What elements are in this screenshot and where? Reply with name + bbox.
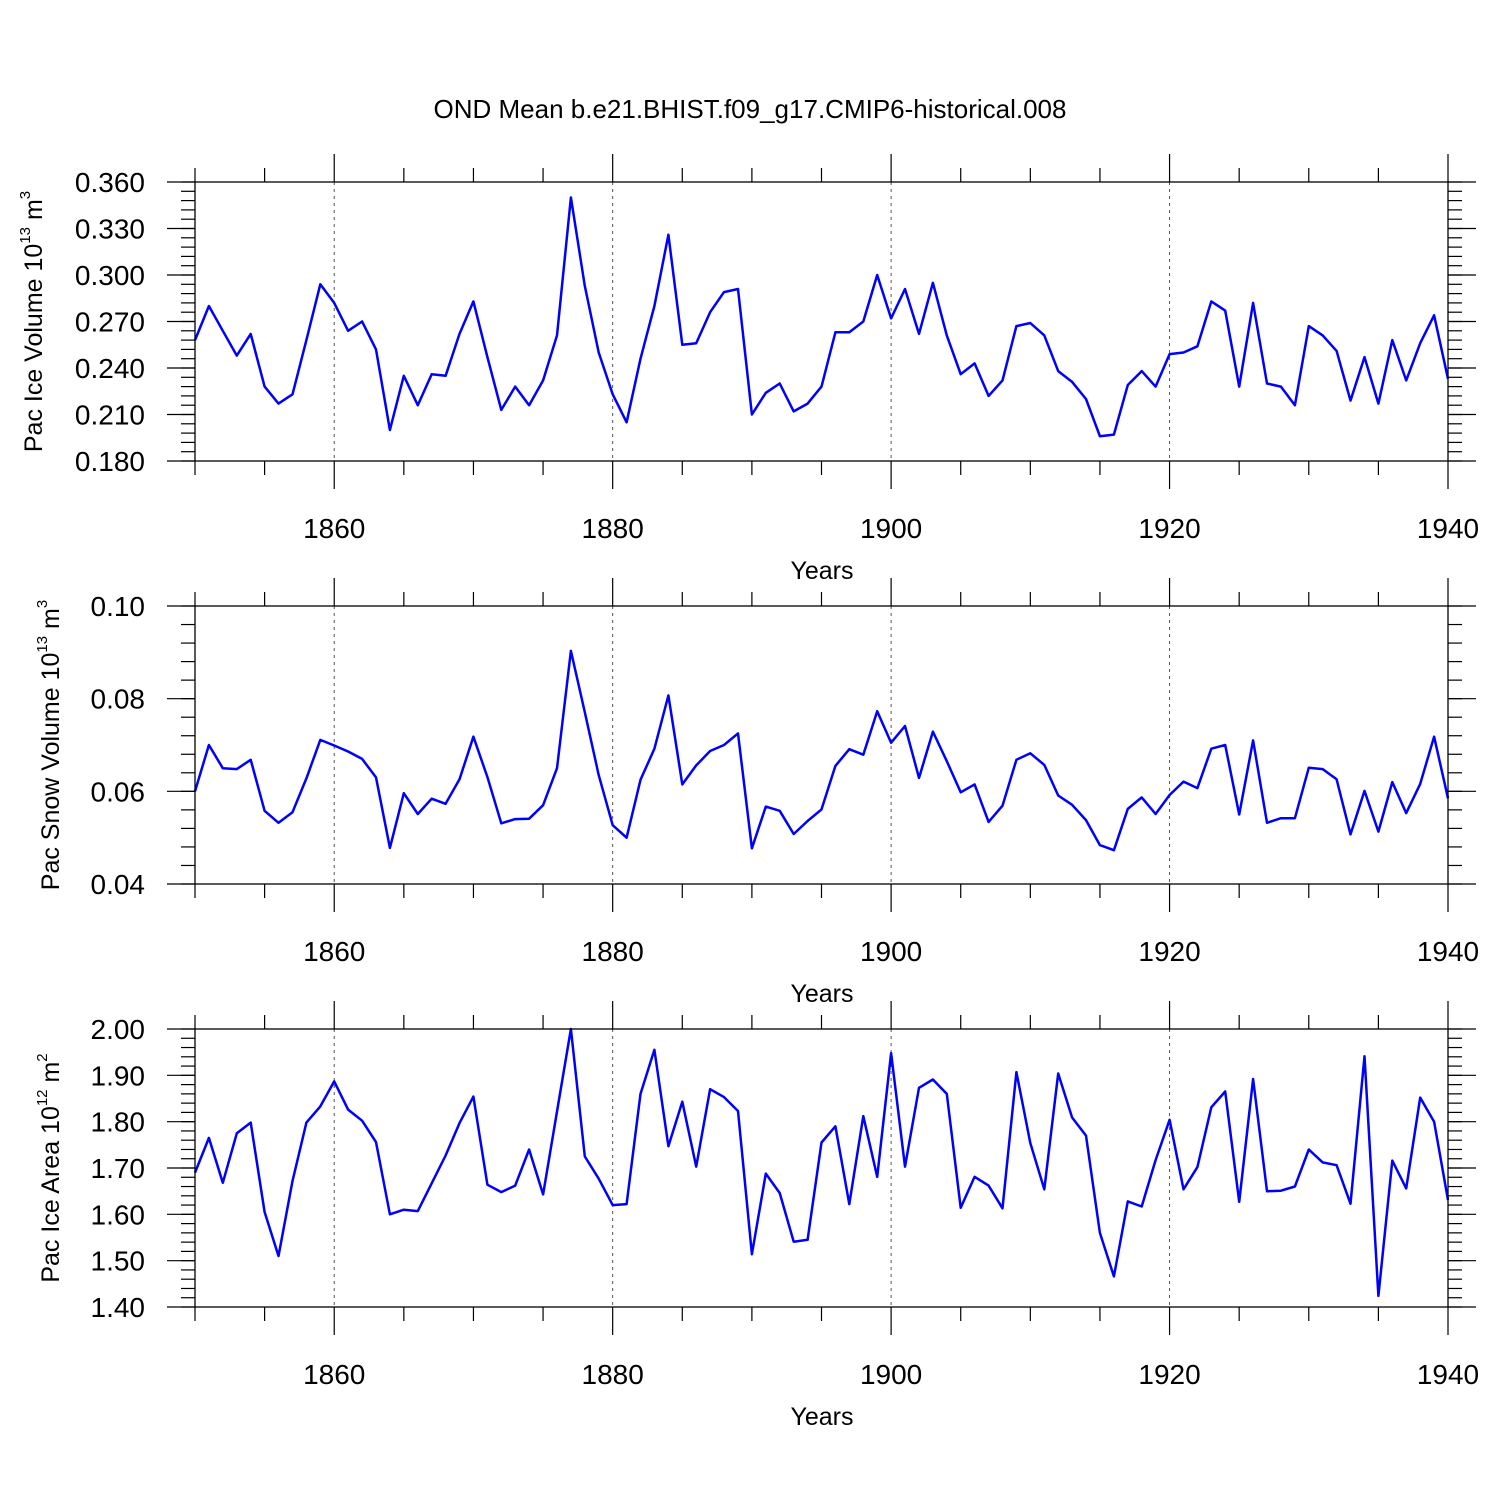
ice-area-series-line (193, 1027, 1450, 1298)
y-tick-label: 1.50 (91, 1246, 146, 1277)
y-tick-label: 0.270 (75, 307, 145, 338)
y-tick-label: 1.40 (91, 1292, 146, 1323)
y-tick-label: 0.10 (91, 591, 146, 622)
x-tick-label: 1900 (860, 1359, 922, 1390)
y-tick-label: 0.330 (75, 214, 145, 245)
ice-area-x-axis-title: Years (790, 1403, 853, 1431)
ice-area-plot-frame (194, 1028, 1449, 1308)
x-tick-label: 1880 (582, 936, 644, 967)
x-tick-label: 1900 (860, 513, 922, 544)
y-tick-label: 1.70 (91, 1153, 146, 1184)
y-tick-label: 0.210 (75, 400, 145, 431)
y-tick-label: 2.00 (91, 1014, 146, 1045)
panel-ice-area: 1.40 1.50 1.60 1.70 1.80 1.90 2.00 1860 1880 1900… (34, 1001, 1479, 1431)
y-tick-label: 0.240 (75, 353, 145, 384)
snow-volume-plot-frame (194, 605, 1449, 885)
x-tick-label: 1860 (303, 936, 365, 967)
x-tick-label: 1900 (860, 936, 922, 967)
ice-volume-x-axis-title: Years (790, 557, 853, 585)
y-tick-label: 0.300 (75, 260, 145, 291)
y-tick-label: 0.360 (75, 167, 145, 198)
ice-volume-plot-frame (194, 181, 1449, 462)
y-tick-label: 1.90 (91, 1060, 146, 1091)
x-tick-label: 1920 (1138, 513, 1200, 544)
x-tick-label: 1920 (1138, 1359, 1200, 1390)
x-tick-label: 1940 (1417, 513, 1479, 544)
panel-ice-volume: 0.180 0.210 0.240 0.270 0.300 0.330 0.360 1860 1… (17, 154, 1479, 585)
x-tick-label: 1860 (303, 513, 365, 544)
y-tick-label: 0.04 (91, 869, 146, 900)
y-tick-label: 1.80 (91, 1107, 146, 1138)
y-tick-label: 0.08 (91, 684, 146, 715)
chart-title: OND Mean b.e21.BHIST.f09_g17.CMIP6-histo… (434, 94, 1067, 124)
x-tick-label: 1920 (1138, 936, 1200, 967)
x-tick-label: 1880 (582, 1359, 644, 1390)
ice-volume-y-axis-title: Pac Ice Volume 1013 m3 (17, 191, 48, 452)
snow-volume-series-line (193, 649, 1450, 852)
y-tick-label: 0.180 (75, 446, 145, 477)
x-tick-label: 1880 (582, 513, 644, 544)
ice-volume-series-line (193, 196, 1450, 438)
x-tick-label: 1940 (1417, 936, 1479, 967)
x-tick-label: 1860 (303, 1359, 365, 1390)
y-tick-label: 0.06 (91, 776, 146, 807)
panel-snow-volume: 0.04 0.06 0.08 0.10 1860 1880 1900 1920 1940 Yea… (34, 578, 1479, 1008)
y-tick-label: 1.60 (91, 1199, 146, 1230)
ice-area-y-axis-title: Pac Ice Area 1012 m2 (34, 1053, 65, 1282)
snow-volume-x-axis-title: Years (790, 980, 853, 1008)
x-tick-label: 1940 (1417, 1359, 1479, 1390)
snow-volume-y-axis-title: Pac Snow Volume 1013 m3 (34, 600, 65, 890)
